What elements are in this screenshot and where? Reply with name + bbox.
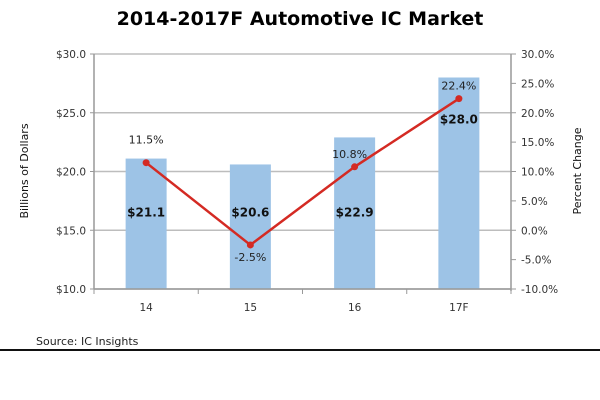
bar-value-label: $20.6 [231, 206, 269, 220]
y2-tick-label: 5.0% [521, 196, 548, 208]
y2-tick-label: 30.0% [521, 49, 554, 61]
bar-16 [334, 137, 376, 289]
y2-tick-label: -5.0% [521, 255, 551, 267]
y2-axis-label: Percent Change [571, 127, 584, 214]
x-tick-label: 15 [244, 302, 257, 314]
y-tick-label: $20.0 [56, 167, 86, 179]
y2-tick-label: 0.0% [521, 225, 548, 237]
y2-tick-label: 25.0% [521, 78, 554, 90]
percent-label: 10.8% [332, 148, 367, 161]
x-tick-label: 17F [449, 302, 468, 314]
line-point [142, 159, 150, 167]
y2-tick-label: 15.0% [521, 137, 554, 149]
y-tick-label: $15.0 [56, 225, 86, 237]
bar-15 [229, 164, 271, 289]
bar-value-label: $28.0 [440, 113, 478, 127]
percent-label: 11.5% [129, 134, 164, 147]
y-axis-label: Billions of Dollars [18, 123, 31, 218]
y2-tick-label: 10.0% [521, 167, 554, 179]
y-tick-label: $25.0 [56, 108, 86, 120]
bar-17F [438, 77, 480, 289]
percent-change-line [145, 97, 460, 247]
divider-line [0, 349, 600, 351]
y2-tick-label: -10.0% [521, 284, 558, 296]
bar-14 [125, 158, 167, 289]
percent-label: 22.4% [441, 80, 476, 93]
chart-title: 2014-2017F Automotive IC Market [117, 8, 484, 30]
percent-label: -2.5% [234, 251, 266, 264]
line-point [455, 95, 463, 103]
y-tick-label: $10.0 [56, 284, 86, 296]
x-tick-label: 16 [348, 302, 362, 314]
y2-tick-label: 20.0% [521, 108, 554, 120]
bar-value-label: $22.9 [336, 206, 374, 220]
line-point [351, 163, 359, 171]
source-note: Source: IC Insights [36, 335, 139, 348]
line-point [246, 241, 254, 249]
bar-value-label: $21.1 [127, 206, 165, 220]
x-tick-label: 14 [139, 302, 153, 314]
y-tick-label: $30.0 [56, 49, 86, 61]
